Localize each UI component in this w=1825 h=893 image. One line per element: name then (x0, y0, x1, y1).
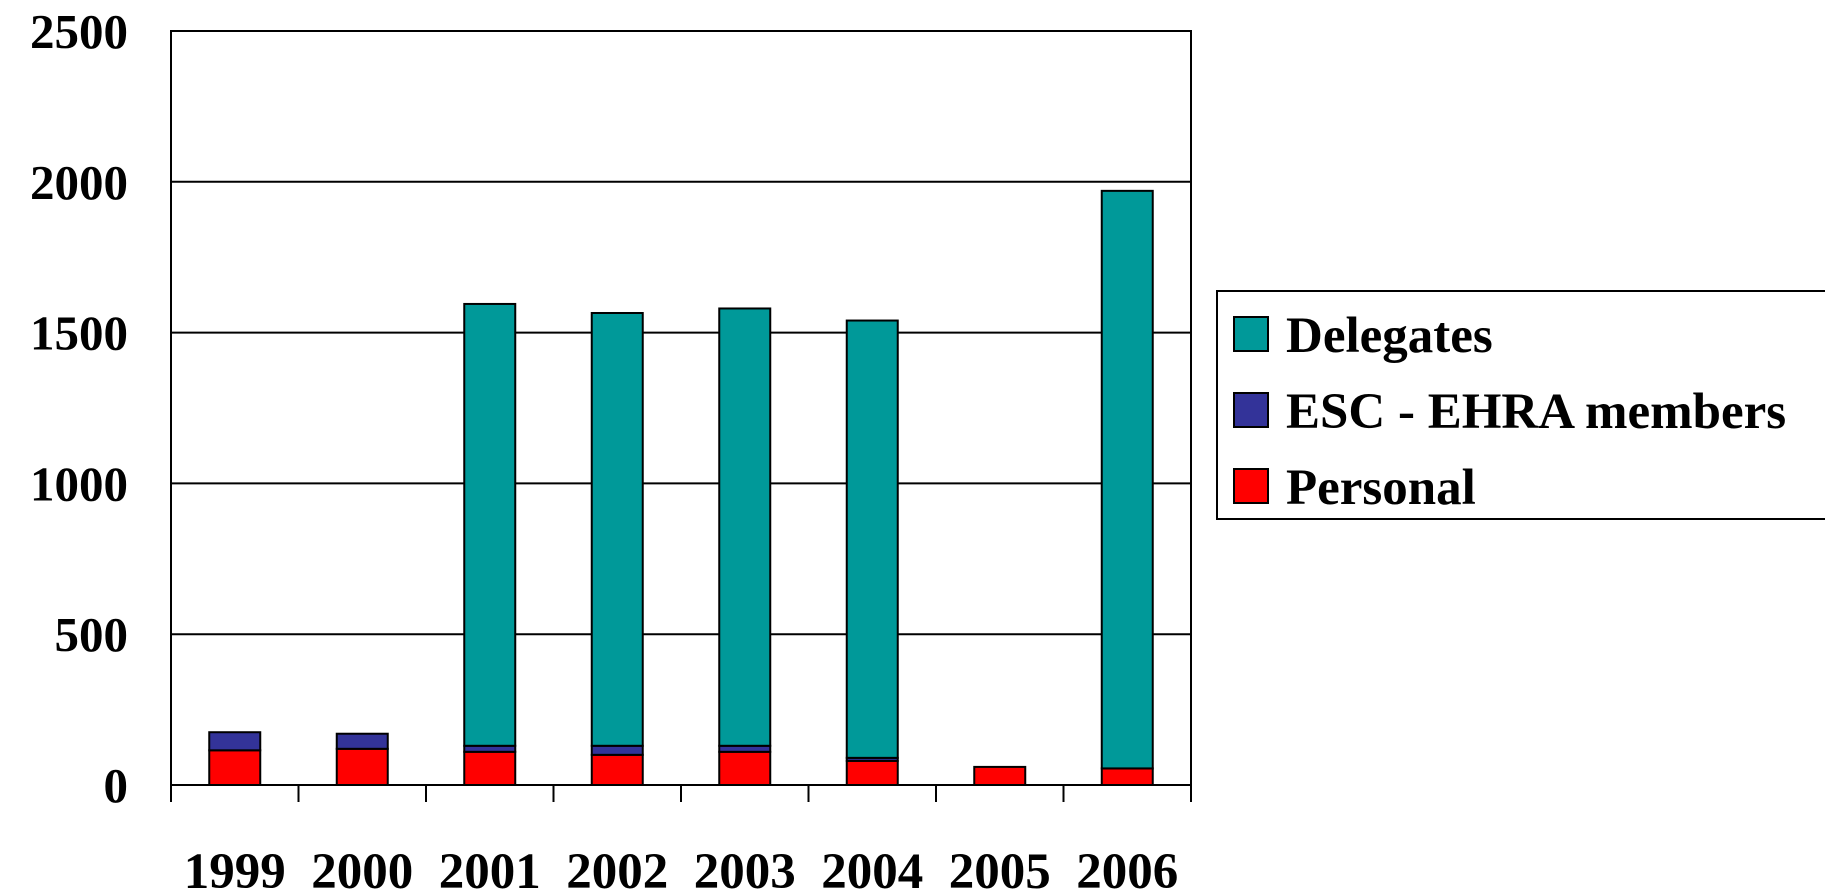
axes (170, 30, 1192, 802)
y-tick-label-2000: 2000 (30, 155, 128, 210)
y-tick-label-0: 0 (104, 758, 129, 813)
y-tick-label-2500: 2500 (30, 4, 128, 59)
bars (208, 189, 1154, 787)
gridlines (171, 30, 1191, 636)
y-tick-labels: 0 500 1000 1500 2000 2500 (30, 4, 128, 813)
legend-label-personal: Personal (1286, 460, 1476, 516)
bar-2002-esc-ehra-members (590, 744, 644, 756)
bar-2000-personal (335, 747, 389, 786)
x-tick-label-1999: 1999 (184, 844, 286, 893)
bar-2000-esc-ehra-members (335, 732, 389, 750)
legend-box (1216, 290, 1825, 520)
x-tick-label-2000: 2000 (311, 844, 413, 893)
bar-2004-delegates (845, 319, 899, 759)
bar-2001-personal (463, 750, 517, 786)
x-tick-label-2006: 2006 (1076, 844, 1178, 893)
x-tick-label-2001: 2001 (439, 844, 541, 893)
legend-swatch-esc-ehra-members (1233, 392, 1269, 428)
legend-label-esc-ehra-members: ESC - EHRA members (1286, 384, 1786, 440)
legend-swatch-personal (1233, 468, 1269, 504)
bar-1999-personal (208, 749, 262, 786)
y-tick-label-1500: 1500 (30, 306, 128, 361)
legend-label-delegates: Delegates (1286, 308, 1493, 364)
plot-frame (170, 30, 1192, 786)
bar-2005-personal (973, 765, 1027, 786)
x-tick-label-2005: 2005 (949, 844, 1051, 893)
bar-2001-delegates (463, 302, 517, 747)
x-tick-labels: 1999 2000 2001 2002 2003 2004 2005 2006 (184, 844, 1179, 893)
bar-2004-personal (845, 759, 899, 787)
bar-2006-personal (1100, 767, 1154, 786)
y-tick-label-500: 500 (55, 607, 129, 662)
legend-swatch-delegates (1233, 316, 1269, 352)
x-tick-label-2003: 2003 (694, 844, 796, 893)
bar-2003-personal (718, 750, 772, 786)
legend: Delegates ESC - EHRA members Personal (1216, 290, 1825, 520)
y-tick-label-1000: 1000 (30, 456, 128, 511)
bar-2003-delegates (718, 307, 772, 747)
x-tick-label-2004: 2004 (821, 844, 923, 893)
bar-2002-delegates (590, 311, 644, 747)
x-tick-label-2002: 2002 (566, 844, 668, 893)
bar-2002-personal (590, 753, 644, 787)
bar-1999-esc-ehra-members (208, 731, 262, 752)
bar-2006-delegates (1100, 189, 1154, 770)
